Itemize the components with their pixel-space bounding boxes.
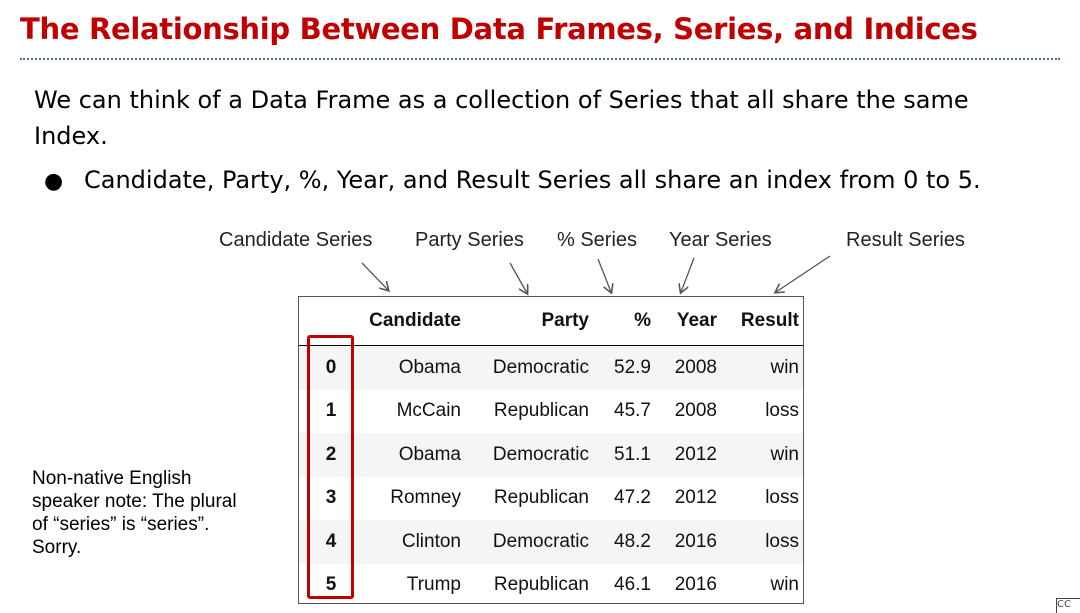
result-arrow [776,255,831,292]
table-row: 1 McCain Republican 45.7 2008 loss [299,390,803,434]
cell-pct: 46.1 [614,574,651,596]
cell-candidate: McCain [396,400,461,422]
cell-year: 2008 [674,400,717,422]
pct-series-label: % Series [557,229,638,251]
header-year: Year [651,297,717,346]
header-pct: % [593,297,651,346]
cell-candidate: Obama [398,443,461,465]
header-party: Party [461,297,593,346]
cell-pct: 51.1 [614,443,651,465]
cell-party: Democratic [492,443,589,465]
table-row: 4 Clinton Democratic 48.2 2016 loss [299,520,803,564]
header-candidate: Candidate [363,297,461,346]
cell-party: Republican [493,574,589,596]
title-divider [20,58,1060,60]
cell-result: win [770,443,799,465]
party-series-label: Party Series [415,229,524,251]
table-row: 3 Romney Republican 47.2 2012 loss [299,477,803,521]
intro-paragraph: We can think of a Data Frame as a collec… [34,86,969,150]
cell-candidate: Obama [398,356,461,378]
cell-party: Republican [493,400,589,422]
party-arrow [509,262,527,293]
cell-candidate: Clinton [401,530,461,552]
dataframe-table-frame: Candidate Party % Year Result 0 Obama Demo… [298,296,804,604]
cell-result: win [770,574,799,596]
bullet-icon: ● [44,169,64,194]
pct-arrow [597,258,611,292]
cell-pct: 48.2 [614,530,651,552]
index-highlight-box [307,335,354,599]
year-series-label: Year Series [669,229,772,251]
dataframe-table: Candidate Party % Year Result 0 Obama Demo… [299,297,803,607]
creative-commons-icon: CC [1056,598,1080,613]
candidate-series-label: Candidate Series [219,229,373,251]
bullet-text: Candidate, Party, %, Year, and Result Se… [84,166,981,194]
slide-title: The Relationship Between Data Frames, Se… [20,12,978,46]
cell-year: 2016 [674,530,717,552]
cell-pct: 45.7 [614,400,651,422]
cell-index: 5 [325,574,337,596]
candidate-arrow [361,262,388,290]
header-result: Result [717,297,803,346]
cell-year: 2012 [674,487,717,509]
cell-index: 4 [325,530,337,552]
cell-candidate: Romney [390,487,461,509]
cell-pct: 47.2 [614,487,651,509]
cell-candidate: Trump [406,574,461,596]
cell-result: win [770,356,799,378]
result-series-label: Result Series [846,229,965,251]
table-row: 2 Obama Democratic 51.1 2012 win [299,433,803,477]
cell-index: 0 [325,356,337,378]
cell-pct: 52.9 [614,356,651,378]
cell-year: 2008 [674,356,717,378]
table-row: 5 Trump Republican 46.1 2016 win [299,564,803,608]
cell-result: loss [765,530,799,552]
cell-party: Democratic [492,530,589,552]
cell-index: 2 [325,443,337,465]
cell-party: Democratic [492,356,589,378]
table-header-row: Candidate Party % Year Result [299,297,803,346]
cell-year: 2016 [674,574,717,596]
bullet-item: ● Candidate, Party, %, Year, and Result S… [44,166,981,194]
cell-result: loss [765,400,799,422]
table-row: 0 Obama Democratic 52.9 2008 win [299,345,803,390]
cell-year: 2012 [674,443,717,465]
speaker-note: Non-native English speaker note: The plu… [32,468,237,558]
cell-index: 3 [325,487,337,509]
cell-party: Republican [493,487,589,509]
cell-index: 1 [325,400,337,422]
year-arrow [681,257,695,292]
cell-result: loss [765,487,799,509]
